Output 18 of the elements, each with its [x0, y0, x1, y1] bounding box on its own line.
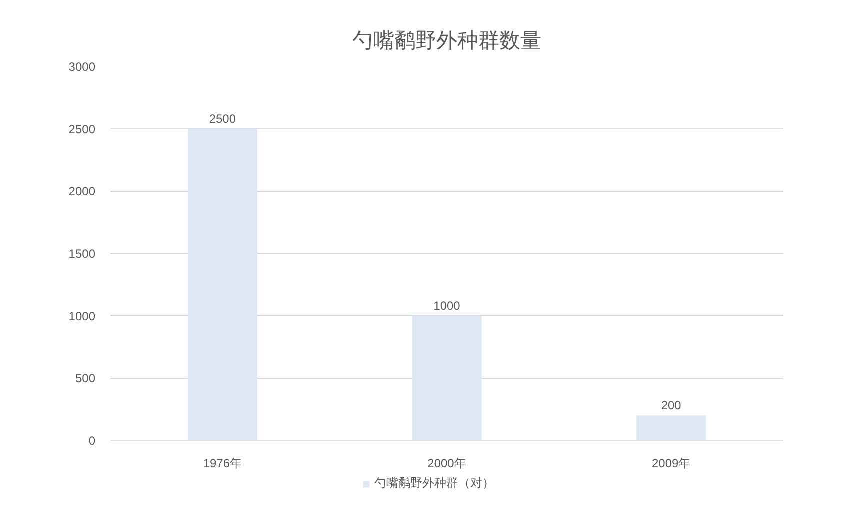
y-tick-label: 1000: [68, 309, 96, 324]
y-tick-label: 500: [75, 372, 96, 386]
x-tick-label: 2000年: [428, 456, 466, 470]
y-tick-label: 2000: [68, 184, 96, 199]
bar: [636, 416, 706, 440]
y-tick-label: 2500: [68, 122, 96, 136]
data-label: 2500: [209, 112, 236, 126]
x-tick-label: 1976年: [203, 456, 242, 470]
bar: [188, 128, 258, 440]
y-tick-label: 0: [88, 434, 96, 448]
y-tick-label: 3000: [68, 60, 96, 74]
data-label: 200: [661, 398, 682, 413]
bar: [412, 316, 482, 440]
data-label: 1000: [434, 298, 461, 313]
chart-title: 勺嘴鹬野外种群数量: [352, 30, 542, 52]
y-tick-label: 1500: [68, 247, 96, 261]
x-tick-label: 2009年: [652, 456, 691, 470]
legend-label: 勺嘴鹬野外种群（对）: [374, 475, 495, 492]
